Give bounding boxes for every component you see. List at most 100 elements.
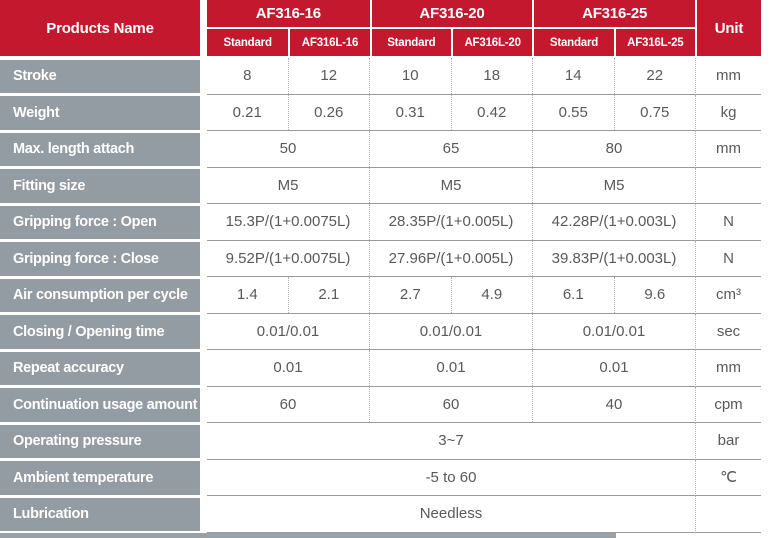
row-values: 15.3P/(1+0.0075L) 28.35P/(1+0.005L) 42.28P… — [207, 204, 695, 241]
table-row: Stroke 8 12 10 18 14 22 mm — [0, 58, 761, 95]
products-name-header: Products Name — [0, 0, 200, 56]
label-gap — [200, 241, 207, 278]
row-values: 0.01 0.01 0.01 — [207, 350, 695, 387]
row-unit: cm³ — [695, 277, 761, 314]
value-cell: 0.21 — [232, 103, 262, 121]
value-cell: 4.9 — [450, 277, 533, 313]
header-gap — [200, 0, 207, 56]
value-cell: 40 — [532, 386, 695, 422]
row-values: 0.21 0.26 0.31 0.42 0.55 0.75 — [207, 94, 696, 131]
value-cell: 3~7 — [438, 432, 464, 450]
value-cell: 0.01 — [532, 350, 695, 386]
row-values: 0.01/0.01 0.01/0.01 0.01/0.01 — [207, 313, 695, 350]
table-row: Fitting size M5 M5 M5 — [0, 167, 761, 205]
label-gap — [200, 350, 207, 387]
row-label: Operating pressure — [0, 424, 200, 458]
group-header-af316-16: AF316-16 — [207, 0, 370, 29]
table-row: Air consumption per cycle 1.4 2.1 2.7 4.9 6.1… — [0, 277, 761, 314]
row-unit: kg — [695, 94, 761, 131]
label-gap — [200, 314, 207, 351]
row-unit: cpm — [695, 386, 761, 423]
row-values: 8 12 10 18 14 22 — [207, 58, 695, 95]
value-cell: 27.96P/(1+0.005L) — [369, 240, 532, 276]
value-cell: 15.3P/(1+0.0075L) — [225, 213, 351, 231]
value-cell: 50 — [279, 140, 297, 158]
value-cell: -5 to 60 — [425, 468, 477, 486]
value-cell: 39.83P/(1+0.003L) — [532, 240, 695, 276]
row-values: -5 to 60 — [207, 460, 695, 496]
value-cell: 0.01 — [369, 350, 532, 386]
value-cell: 9.52P/(1+0.0075L) — [225, 249, 351, 267]
table-body: Stroke 8 12 10 18 14 22 mm Weight 0.21 0.26 0.31 0.4… — [0, 58, 761, 533]
label-gap — [200, 496, 207, 533]
row-values: 3~7 — [207, 423, 695, 460]
value-cell: M5 — [277, 176, 299, 194]
subheader-af316l-16: AF316L-16 — [288, 29, 370, 56]
group-header-af316-20: AF316-20 — [369, 0, 533, 29]
row-unit — [695, 167, 761, 204]
table-row: Repeat accuracy 0.01 0.01 0.01 mm — [0, 350, 761, 387]
label-gap — [200, 204, 207, 241]
row-unit: ℃ — [695, 459, 761, 496]
subheader-standard-25: Standard — [532, 29, 614, 56]
table-row: Closing / Opening time 0.01/0.01 0.01/0.01… — [0, 313, 761, 351]
row-label: Closing / Opening time — [0, 315, 200, 349]
value-cell: 28.35P/(1+0.005L) — [369, 204, 532, 240]
value-cell: 0.75 — [613, 94, 696, 130]
subheader-standard-16: Standard — [207, 29, 289, 56]
value-cell: 60 — [279, 395, 297, 413]
table-row: Max. length attach 50 65 80 mm — [0, 131, 761, 168]
label-gap — [200, 387, 207, 424]
row-unit: mm — [695, 58, 761, 95]
label-gap — [200, 131, 207, 168]
row-values: Needless — [207, 496, 695, 533]
label-gap — [200, 460, 207, 497]
table-row: Ambient temperature -5 to 60 ℃ — [0, 459, 761, 497]
value-cell: 6.1 — [532, 277, 614, 313]
row-label: Repeat accuracy — [0, 351, 200, 385]
value-cell: 0.01/0.01 — [532, 313, 695, 349]
row-unit: N — [695, 240, 761, 277]
row-label: Continuation usage amount — [0, 388, 200, 422]
table-row: Continuation usage amount 60 60 40 cpm — [0, 386, 761, 424]
value-cell: M5 — [532, 167, 695, 203]
row-values: 60 60 40 — [207, 386, 695, 423]
row-label: Gripping force : Open — [0, 205, 200, 239]
subheader-standard-20: Standard — [369, 29, 451, 56]
row-values: M5 M5 M5 — [207, 167, 695, 204]
row-unit: bar — [695, 423, 761, 460]
label-gap — [200, 168, 207, 205]
row-unit: N — [695, 204, 761, 241]
label-gap — [200, 58, 207, 95]
table-header: Products Name AF316-16 AF316-20 AF316-25… — [0, 0, 761, 56]
value-cell: 0.31 — [369, 94, 451, 130]
table-row: Weight 0.21 0.26 0.31 0.42 0.55 0.75 kg — [0, 94, 761, 132]
row-label: Lubrication — [0, 497, 200, 531]
value-cell: 1.4 — [236, 286, 258, 304]
row-label: Max. length attach — [0, 132, 200, 166]
value-cell: 42.28P/(1+0.003L) — [532, 204, 695, 240]
row-values: 1.4 2.1 2.7 4.9 6.1 9.6 — [207, 277, 695, 314]
row-label: Stroke — [0, 59, 200, 93]
value-cell: 18 — [450, 58, 533, 94]
table-row: Gripping force : Close 9.52P/(1+0.0075L) 2… — [0, 240, 761, 278]
value-cell: 0.26 — [287, 94, 370, 130]
row-label: Fitting size — [0, 169, 200, 203]
value-cell: 9.6 — [613, 277, 696, 313]
value-cell: 0.01/0.01 — [256, 322, 320, 340]
label-gap — [200, 95, 207, 132]
table-row: Lubrication Needless — [0, 496, 761, 533]
table-row: Gripping force : Open 15.3P/(1+0.0075L) 28… — [0, 204, 761, 241]
value-cell: 0.01 — [273, 359, 303, 377]
row-label: Gripping force : Close — [0, 242, 200, 276]
value-cell: M5 — [369, 167, 532, 203]
value-cell: 22 — [613, 58, 696, 94]
value-cell: 14 — [532, 58, 614, 94]
group-header-af316-25: AF316-25 — [532, 0, 695, 29]
value-cell: 0.01/0.01 — [369, 313, 532, 349]
label-gap — [200, 277, 207, 314]
value-cell: 0.42 — [450, 94, 533, 130]
value-cell: 65 — [369, 131, 532, 167]
subheader-af316l-25: AF316L-25 — [613, 29, 695, 56]
row-label: Air consumption per cycle — [0, 278, 200, 312]
